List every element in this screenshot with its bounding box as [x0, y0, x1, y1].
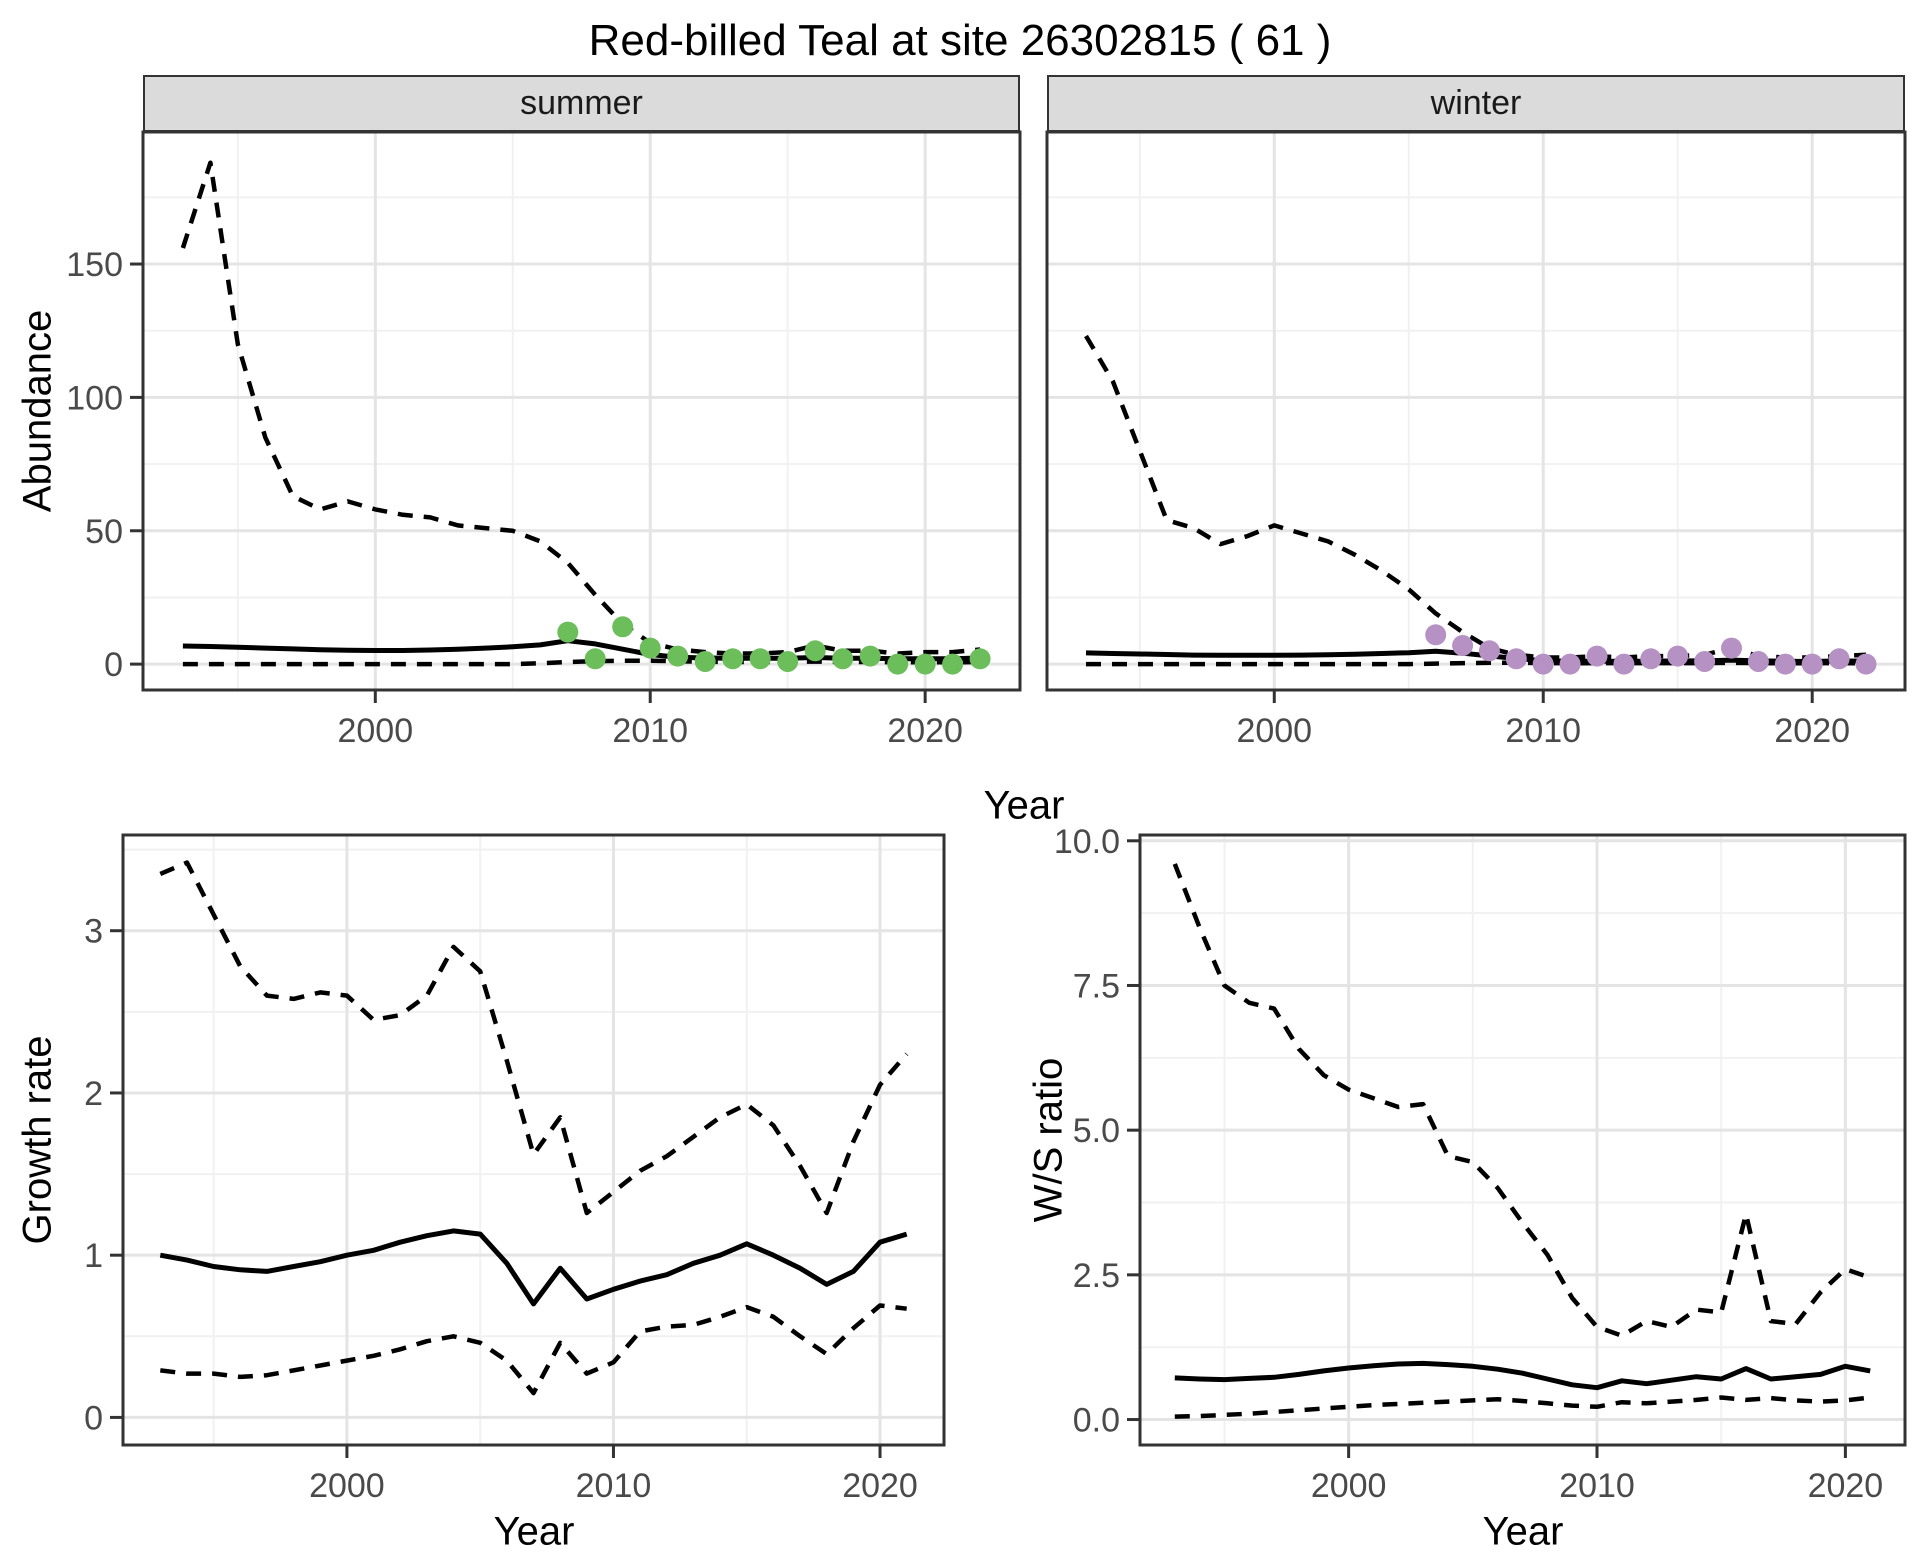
observation-point [914, 653, 936, 675]
observation-point [1694, 651, 1716, 672]
y-tick-label: 50 [85, 513, 123, 551]
x-tick-label: 2010 [576, 1467, 652, 1505]
observation-point [1721, 637, 1742, 659]
observation-point [777, 651, 799, 672]
series-median [1085, 648, 1867, 664]
observation-point [832, 648, 854, 670]
panel-background [123, 835, 944, 1445]
panel-background [1047, 132, 1905, 690]
y-tick-label: 0.0 [1073, 1402, 1120, 1440]
x-tick-label: 2020 [1808, 1467, 1884, 1505]
y-tick-label: 150 [66, 246, 123, 284]
observation-point [942, 653, 964, 675]
panel-abundance_winter: 2000 2010 2020 [1045, 130, 1907, 750]
facet-strip-winter: winter [1047, 75, 1905, 132]
observation-point [722, 648, 744, 670]
observation-point [859, 645, 881, 667]
x-axis-title-year-top: Year [983, 783, 1065, 828]
observation-point [1747, 651, 1769, 672]
y-axis-title-ws-ratio: W/S ratio [1026, 1057, 1071, 1223]
observation-point [1505, 648, 1527, 670]
panel-background [1140, 835, 1905, 1445]
observation-point [694, 651, 716, 672]
observation-point [969, 648, 991, 670]
y-tick-label: 7.5 [1073, 967, 1120, 1005]
observation-point [1452, 635, 1474, 656]
y-tick-label: 0 [104, 646, 123, 684]
panel-abundance_summer: 2000 2010 2020 0 50 100 150 [66, 130, 1022, 750]
observation-point [1613, 653, 1635, 675]
x-axis-title-year-growth: Year [493, 1509, 575, 1554]
observation-point [1425, 624, 1447, 646]
observation-point [1478, 640, 1500, 662]
observation-point [804, 640, 826, 662]
observation-point [1828, 648, 1850, 670]
series-upper_95ci [1172, 863, 1871, 1338]
y-axis-title-growth-rate: Growth rate [15, 1035, 60, 1245]
x-tick-label: 2020 [1774, 712, 1850, 750]
panel-border [1138, 833, 1907, 1447]
series-median [159, 1228, 908, 1307]
observation-point [584, 648, 606, 670]
observation-point [557, 621, 579, 643]
observation-point [1855, 653, 1877, 675]
facet-strip-summer: summer [143, 75, 1020, 132]
observation-point [1640, 648, 1662, 670]
observation-point [1667, 645, 1689, 667]
y-tick-label: 5.0 [1073, 1112, 1120, 1150]
x-axis-title-year-ws: Year [1482, 1509, 1564, 1554]
series-lower_95ci [1086, 660, 1867, 667]
figure-title: Red-billed Teal at site 26302815 ( 61 ) [588, 16, 1332, 65]
y-tick-label: 3 [84, 913, 103, 951]
y-tick-label: 10.0 [1054, 823, 1120, 861]
observation-point [612, 616, 634, 638]
observation-point [1532, 653, 1554, 675]
observation-point [639, 637, 661, 659]
x-tick-label: 2010 [1559, 1467, 1635, 1505]
y-tick-label: 100 [66, 379, 123, 417]
x-tick-label: 2010 [1505, 712, 1581, 750]
x-tick-label: 2000 [309, 1467, 385, 1505]
x-tick-label: 2000 [1311, 1467, 1387, 1505]
x-tick-label: 2000 [337, 712, 413, 750]
series-lower_95ci [1174, 1395, 1871, 1419]
y-tick-label: 0 [84, 1399, 103, 1437]
observation-point [1559, 653, 1581, 675]
x-tick-label: 2010 [612, 712, 688, 750]
panel-border [1045, 130, 1907, 692]
panel-border [121, 833, 946, 1447]
panel-growth_rate: 2000 2010 2020 0 1 2 3 [84, 833, 946, 1505]
observation-point [1801, 653, 1823, 675]
y-tick-label: 1 [84, 1237, 103, 1275]
series-lower_95ci [160, 1303, 907, 1396]
x-tick-label: 2020 [842, 1467, 918, 1505]
y-axis-title-abundance: Abundance [15, 309, 60, 513]
observation-point [887, 653, 909, 675]
observation-point [1774, 653, 1796, 675]
facet-strip-summer-label: summer [520, 84, 643, 122]
observation-point [749, 648, 771, 670]
y-tick-label: 2 [84, 1075, 103, 1113]
panel-background [143, 132, 1020, 690]
observation-point [1586, 645, 1608, 667]
facet-strip-winter-label: winter [1430, 84, 1522, 122]
series-median [1174, 1360, 1871, 1391]
x-tick-label: 2000 [1236, 712, 1312, 750]
observation-point [667, 645, 689, 667]
panel-border [141, 130, 1022, 692]
y-tick-label: 2.5 [1073, 1257, 1120, 1295]
panel-ws_ratio: 2000 2010 2020 0.0 2.5 5.0 7.5 10.0 [1054, 823, 1907, 1505]
x-tick-label: 2020 [887, 712, 963, 750]
